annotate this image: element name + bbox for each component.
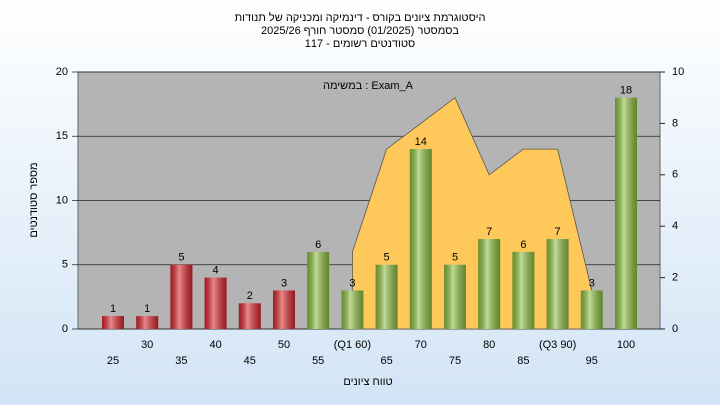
bar-shine [546, 239, 569, 329]
data-label: 3 [349, 277, 355, 289]
x-axis-label: טווח ציונים [343, 376, 392, 388]
bar-shine [409, 149, 432, 329]
y-tick-label: 15 [56, 130, 68, 142]
x-tick-label: 30 [141, 339, 153, 351]
data-label: 5 [452, 252, 458, 264]
data-label: 14 [415, 136, 427, 148]
x-tick-label: 45 [244, 355, 256, 367]
x-tick-label: 25 [107, 355, 119, 367]
x-tick-label: 80 [483, 339, 495, 351]
data-label: 5 [178, 252, 184, 264]
x-tick-label: (Q1 60) [334, 339, 371, 351]
x-tick-label: 75 [449, 355, 461, 367]
bar-shine [204, 277, 227, 329]
y2-tick-label: 8 [672, 117, 678, 129]
y2-tick-label: 10 [672, 66, 684, 78]
y-axis-label: מספר סטודנטים [28, 162, 40, 237]
chart-subtitle: סטודנטים רשומים - 117 [305, 38, 416, 50]
y-tick-label: 0 [62, 323, 68, 335]
bar-shine [512, 251, 535, 329]
annotation: במשימה : Exam_A [323, 80, 414, 92]
bar-shine [102, 316, 124, 329]
y2-tick-label: 2 [672, 272, 678, 284]
data-label: 6 [315, 239, 321, 251]
y2-tick-label: 6 [672, 169, 678, 181]
bar-shine [375, 264, 398, 329]
data-label: 6 [520, 239, 526, 251]
bar-shine [341, 290, 364, 329]
y2-tick-label: 4 [672, 220, 678, 232]
bar-shine [580, 290, 603, 329]
data-label: 18 [620, 85, 632, 97]
y-tick-label: 10 [56, 194, 68, 206]
y-tick-label: 20 [56, 66, 68, 78]
x-tick-label: 65 [380, 355, 392, 367]
data-label: 7 [555, 226, 561, 238]
x-tick-label: 40 [209, 339, 221, 351]
x-tick-label: 95 [586, 355, 598, 367]
bar-shine [478, 239, 501, 329]
x-tick-label: 70 [415, 339, 427, 351]
bar-shine [444, 264, 466, 329]
chart-subtitle: בסמסטר (01/2025) סמסטר חורף 2025/26 [261, 25, 459, 37]
x-tick-label: 55 [312, 355, 324, 367]
x-tick-label: 50 [278, 339, 290, 351]
bar-shine [170, 264, 193, 329]
x-tick-label: 35 [175, 355, 187, 367]
data-label: 7 [486, 226, 492, 238]
x-tick-label: 100 [617, 339, 635, 351]
data-label: 2 [247, 290, 253, 302]
chart-title: היסטוגרמת ציונים בקורס - דינמיקה ומכניקה… [235, 11, 486, 24]
bar-shine [238, 303, 261, 329]
data-label: 5 [384, 252, 390, 264]
bar-shine [136, 316, 159, 329]
data-label: 1 [110, 303, 116, 315]
bar-shine [615, 97, 637, 329]
data-label: 3 [589, 277, 595, 289]
data-label: 3 [281, 277, 287, 289]
bar-shine [273, 290, 295, 329]
x-tick-label: 85 [517, 355, 529, 367]
x-tick-label: (Q3 90) [539, 339, 576, 351]
data-label: 1 [144, 303, 150, 315]
bar-shine [307, 251, 330, 329]
data-label: 4 [213, 265, 219, 277]
y-tick-label: 5 [62, 259, 68, 271]
y2-tick-label: 0 [672, 323, 678, 335]
